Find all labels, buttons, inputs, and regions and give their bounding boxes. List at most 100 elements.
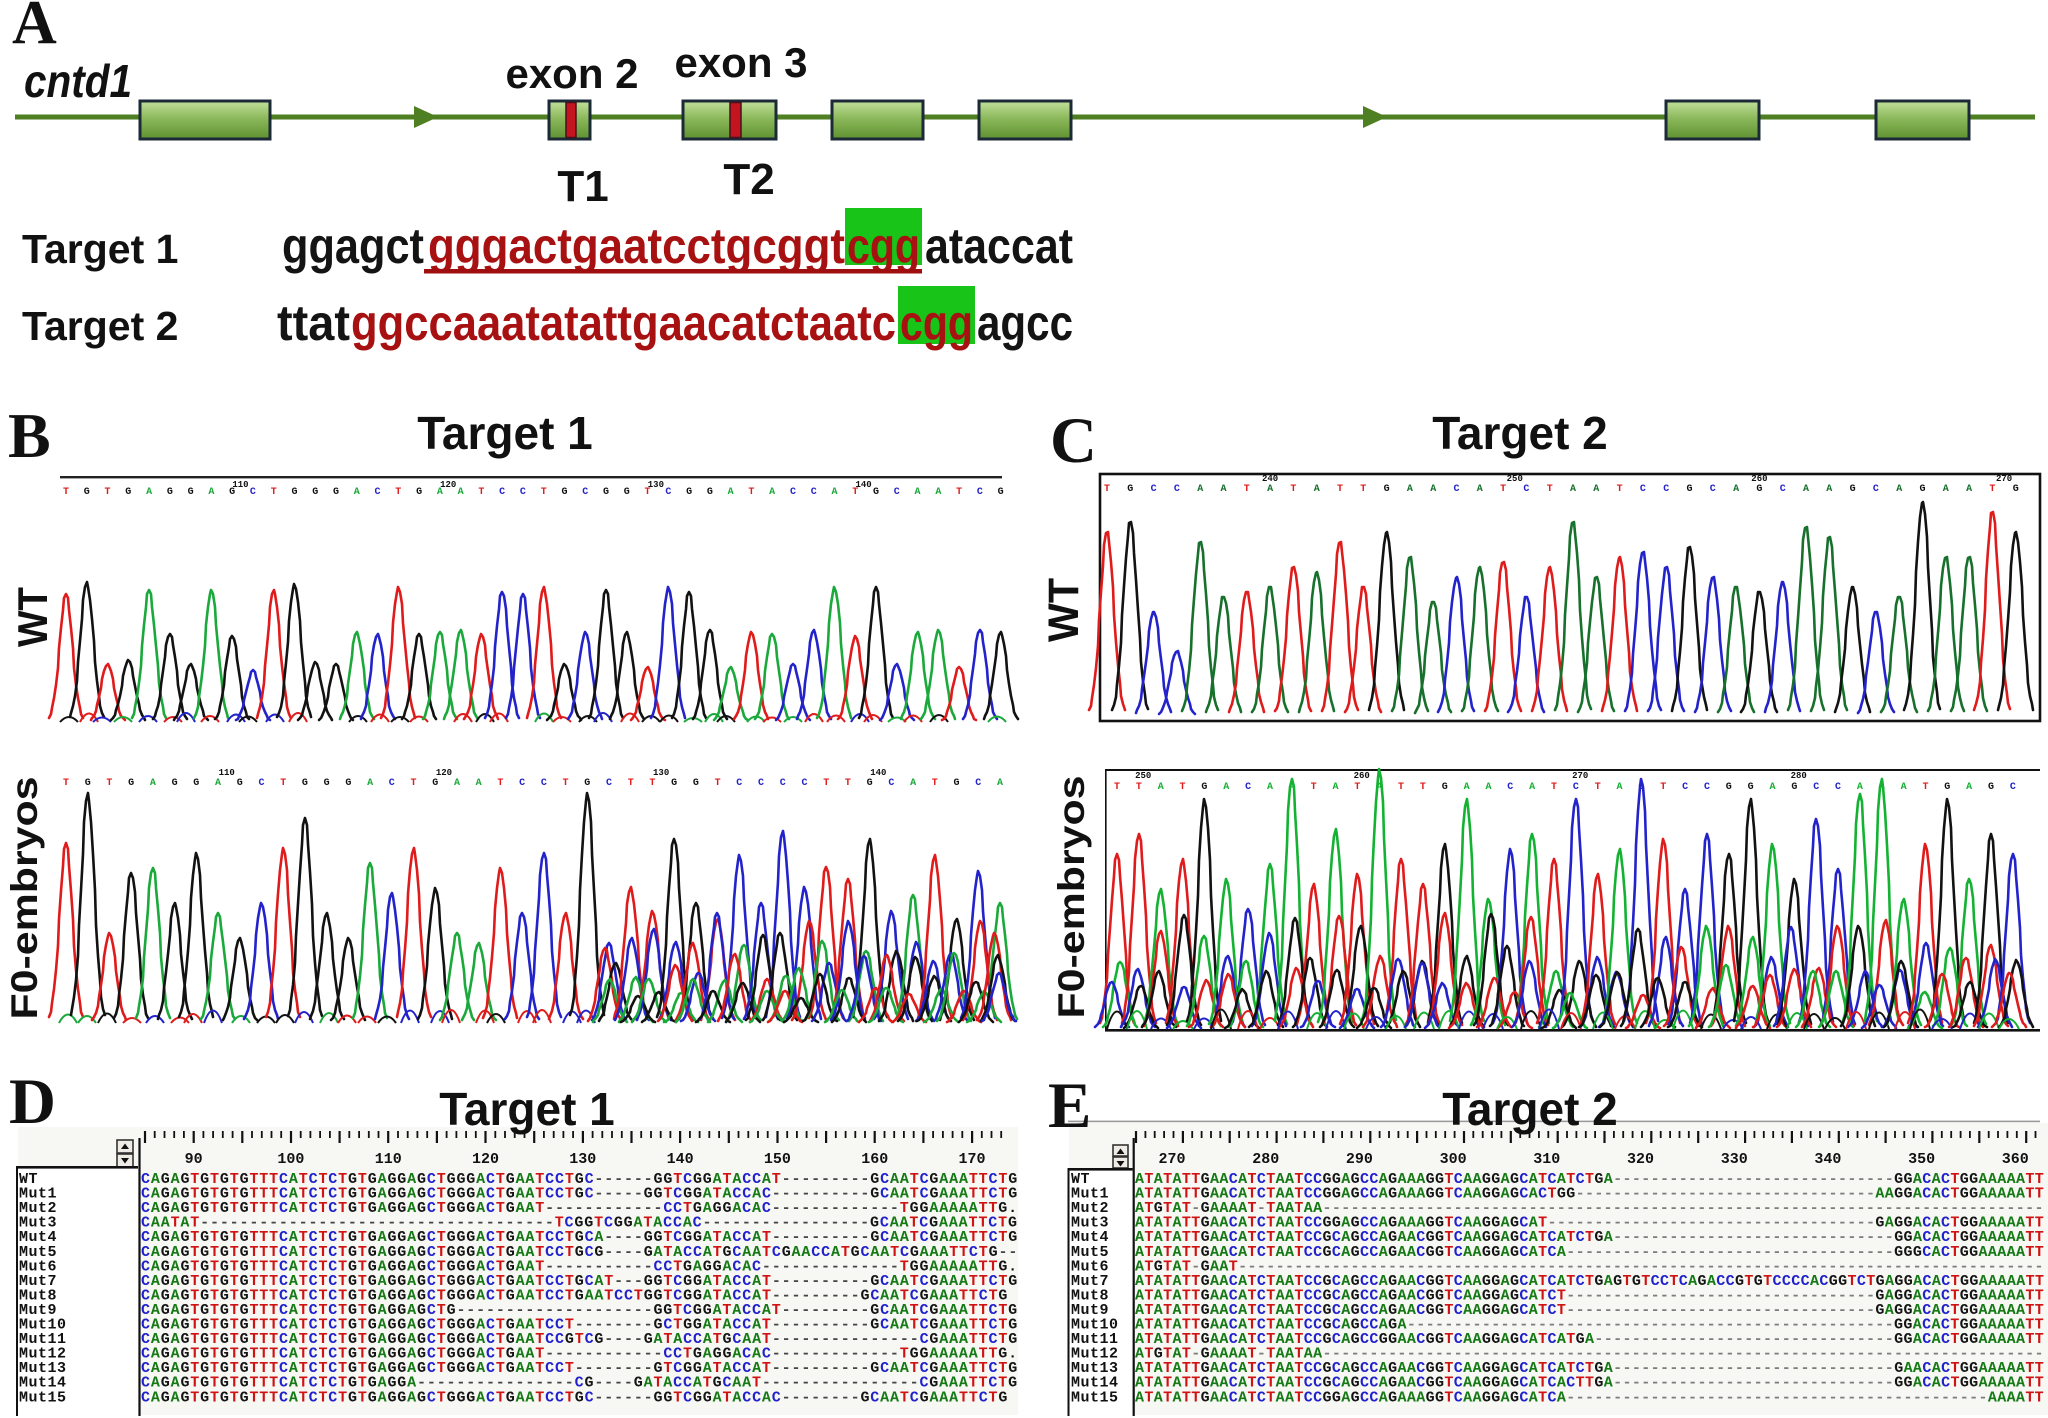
- svg-text:120: 120: [472, 1151, 499, 1168]
- svg-text:G: G: [1201, 782, 1207, 793]
- svg-text:C: C: [1174, 484, 1180, 495]
- svg-text:T2: T2: [723, 155, 774, 204]
- svg-text:250: 250: [1507, 474, 1523, 484]
- svg-text:240: 240: [1262, 474, 1278, 484]
- svg-text:G: G: [867, 778, 873, 789]
- svg-text:C: C: [1663, 484, 1669, 495]
- svg-text:G: G: [686, 487, 692, 498]
- svg-text:G: G: [873, 487, 879, 498]
- svg-text:ATATATTGAACATCTAATCCGCAGCCAGAA: ATATATTGAACATCTAATCCGCAGCCAGAACGGTCAAGGA…: [1135, 1302, 2044, 1319]
- svg-text:Mut3: Mut3: [1071, 1215, 1109, 1232]
- svg-text:WT: WT: [1071, 1171, 1090, 1188]
- svg-text:C: C: [780, 778, 786, 789]
- svg-text:A: A: [728, 487, 734, 498]
- svg-text:Mut14: Mut14: [19, 1375, 67, 1392]
- svg-text:G: G: [85, 778, 91, 789]
- svg-text:270: 270: [1572, 771, 1588, 781]
- svg-text:G: G: [167, 487, 173, 498]
- svg-text:T: T: [1547, 484, 1553, 495]
- svg-text:T: T: [478, 487, 484, 498]
- svg-text:90: 90: [185, 1151, 203, 1168]
- svg-text:D: D: [9, 1066, 56, 1138]
- svg-text:C: C: [811, 487, 817, 498]
- svg-text:gggactgaatcctgcggt: gggactgaatcctgcggt: [428, 218, 845, 274]
- svg-text:A: A: [1289, 782, 1295, 793]
- svg-text:G: G: [603, 487, 609, 498]
- svg-text:A: A: [1966, 484, 1972, 495]
- svg-text:ataccat: ataccat: [925, 218, 1073, 274]
- svg-text:CAGAGTGTGTGTTTCATCTCTGTGAGGAGC: CAGAGTGTGTGTTTCATCTCTGTGAGGAGCTGGGACTGAA…: [141, 1258, 1018, 1275]
- svg-text:G: G: [1384, 484, 1390, 495]
- svg-text:Target 2: Target 2: [1442, 1083, 1618, 1135]
- svg-text:Mut6: Mut6: [1071, 1258, 1109, 1275]
- svg-text:cntd1: cntd1: [24, 55, 132, 107]
- svg-text:G: G: [561, 487, 567, 498]
- svg-text:280: 280: [1791, 771, 1807, 781]
- svg-text:T: T: [932, 778, 938, 789]
- svg-text:ATGTAT-GAAAAT-TAATAA----------: ATGTAT-GAAAAT-TAATAA--------------------…: [1135, 1346, 2044, 1363]
- svg-text:A: A: [1197, 484, 1203, 495]
- svg-text:Mut9: Mut9: [19, 1302, 57, 1319]
- svg-text:A: A: [437, 487, 443, 498]
- svg-text:G: G: [1127, 484, 1133, 495]
- svg-text:C: C: [541, 778, 547, 789]
- svg-text:ATATATTGAACATCTAATCCGGAGCCAGAA: ATATATTGAACATCTAATCCGGAGCCAGAAAGGTCAAGGA…: [1135, 1215, 2044, 1232]
- svg-text:A: A: [354, 487, 360, 498]
- svg-text:CAGAGTGTGTGTTTCATCTCTGTGAGGAGC: CAGAGTGTGTGTTTCATCTCTGTGAGGAGCTGGGACTGAA…: [141, 1273, 1018, 1290]
- svg-text:350: 350: [1908, 1151, 1935, 1168]
- svg-text:G: G: [1748, 782, 1754, 793]
- svg-text:A: A: [997, 778, 1003, 789]
- svg-text:CAGAGTGTGTGTTTCATCTCTGTGAGGAGC: CAGAGTGTGTGTTTCATCTCTGTGAGGAGCTGGGACTGAA…: [141, 1331, 1018, 1348]
- svg-text:140: 140: [855, 480, 871, 490]
- svg-text:ATATATTGAACATCTAATCCGCAGCCAGAA: ATATATTGAACATCTAATCCGCAGCCAGAACGGTCAAGGA…: [1135, 1287, 2044, 1304]
- svg-text:310: 310: [1533, 1151, 1560, 1168]
- svg-text:CAGAGTGTGTGTTTCATCTCTGTGAGGAGC: CAGAGTGTGTGTTTCATCTCTGTGAGGAGCTGGGACTGAA…: [141, 1186, 1018, 1203]
- svg-text:A: A: [1220, 484, 1226, 495]
- svg-text:B: B: [8, 400, 51, 471]
- svg-text:F0-embryos: F0-embryos: [1051, 776, 1092, 1019]
- svg-text:C: C: [606, 778, 612, 789]
- svg-text:A: A: [1267, 484, 1273, 495]
- svg-text:T: T: [411, 778, 417, 789]
- svg-text:T: T: [1290, 484, 1296, 495]
- svg-text:Mut11: Mut11: [19, 1331, 67, 1348]
- svg-text:ATATATTGAACATCTAATCCGGAGCCAGAA: ATATATTGAACATCTAATCCGGAGCCAGAAAGGTCAAGGA…: [1135, 1186, 2044, 1203]
- svg-text:A: A: [1593, 484, 1599, 495]
- svg-text:T: T: [105, 487, 111, 498]
- svg-text:A: A: [1857, 782, 1863, 793]
- svg-text:Mut1: Mut1: [19, 1186, 57, 1203]
- svg-text:A: A: [1430, 484, 1436, 495]
- svg-text:Mut11: Mut11: [1071, 1331, 1119, 1348]
- svg-text:Mut9: Mut9: [1071, 1302, 1109, 1319]
- svg-text:T: T: [1551, 782, 1557, 793]
- svg-text:T: T: [1136, 782, 1142, 793]
- svg-text:A: A: [1769, 782, 1775, 793]
- svg-text:WT: WT: [1040, 578, 1088, 642]
- svg-text:C: C: [758, 778, 764, 789]
- svg-text:C: C: [375, 487, 381, 498]
- svg-text:T: T: [1398, 782, 1404, 793]
- svg-text:270: 270: [1158, 1151, 1185, 1168]
- svg-text:T: T: [823, 778, 829, 789]
- svg-text:T: T: [1660, 782, 1666, 793]
- svg-text:E: E: [1048, 1070, 1091, 1142]
- svg-text:ATATATTGAACATCTAATCCGCAGCCAGA-: ATATATTGAACATCTAATCCGCAGCCAGA-----------…: [1135, 1317, 2044, 1334]
- svg-text:A: A: [215, 778, 221, 789]
- svg-text:T: T: [1500, 484, 1506, 495]
- svg-text:A: A: [1943, 484, 1949, 495]
- svg-text:ATATATTGAACATCTAATCCGCAGCCAGAA: ATATATTGAACATCTAATCCGCAGCCAGAACGGTCAAGGA…: [1135, 1375, 2044, 1392]
- svg-text:T: T: [1989, 484, 1995, 495]
- svg-text:C: C: [1813, 782, 1819, 793]
- svg-text:A: A: [1332, 782, 1338, 793]
- svg-text:T: T: [748, 487, 754, 498]
- svg-text:cgg: cgg: [847, 218, 920, 274]
- svg-text:Mut13: Mut13: [19, 1360, 67, 1377]
- svg-text:A: A: [208, 487, 214, 498]
- svg-text:CAGAGTGTGTGTTTCATCTCTGTGAGGAGC: CAGAGTGTGTGTTTCATCTCTGTGAGGAGCTGGGACTGAA…: [141, 1317, 1018, 1334]
- svg-text:A: A: [476, 778, 482, 789]
- svg-text:A: A: [1896, 484, 1902, 495]
- svg-text:A: A: [935, 487, 941, 498]
- svg-text:T: T: [1354, 782, 1360, 793]
- svg-text:WT: WT: [9, 587, 56, 647]
- svg-text:G: G: [1988, 782, 1994, 793]
